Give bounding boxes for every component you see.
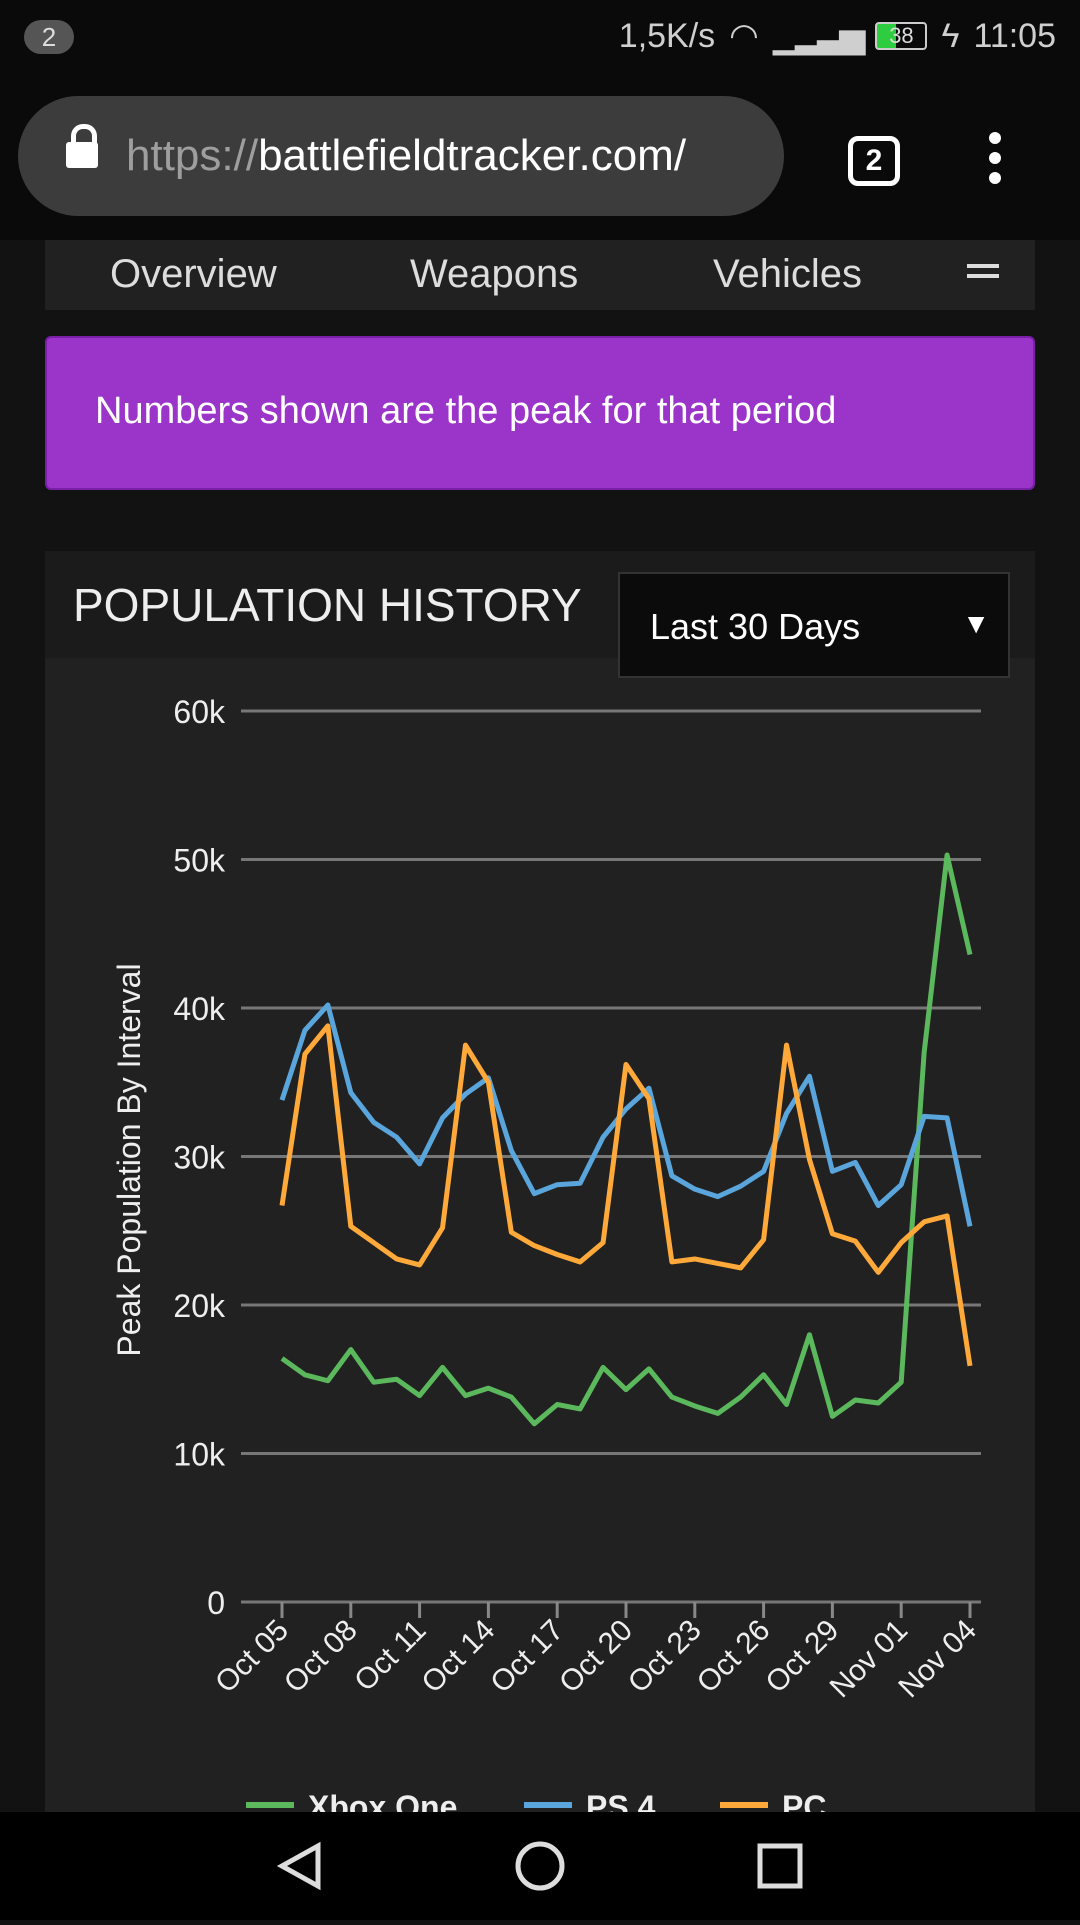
y-tick-label: 30k [173, 1140, 226, 1176]
back-icon[interactable] [282, 1846, 318, 1886]
home-icon[interactable] [518, 1844, 562, 1888]
y-tick-label: 10k [173, 1437, 226, 1473]
y-tick-label: 0 [207, 1585, 225, 1621]
y-axis-label: Peak Population By Interval [111, 963, 147, 1356]
recents-icon[interactable] [760, 1846, 800, 1886]
x-tick-label: Oct 23 [622, 1614, 708, 1700]
x-tick-label: Oct 17 [484, 1614, 570, 1700]
x-tick-label: Nov 04 [892, 1614, 983, 1705]
x-tick-label: Oct 11 [348, 1614, 432, 1698]
x-tick-label: Oct 26 [691, 1614, 777, 1700]
y-tick-label: 20k [173, 1288, 226, 1324]
x-tick-label: Nov 01 [824, 1614, 915, 1705]
x-tick-label: Oct 08 [278, 1614, 364, 1700]
x-tick-label: Oct 20 [553, 1614, 639, 1700]
x-tick-label: Oct 14 [416, 1614, 502, 1700]
series-line-xbox-one [282, 855, 970, 1424]
y-tick-label: 60k [173, 694, 226, 730]
x-tick-label: Oct 05 [209, 1614, 295, 1700]
series-line-ps-4 [282, 1005, 970, 1226]
series-line-pc [282, 1026, 970, 1366]
android-nav-bar [0, 1812, 1080, 1920]
y-tick-label: 50k [173, 843, 226, 879]
y-tick-label: 40k [173, 991, 226, 1027]
